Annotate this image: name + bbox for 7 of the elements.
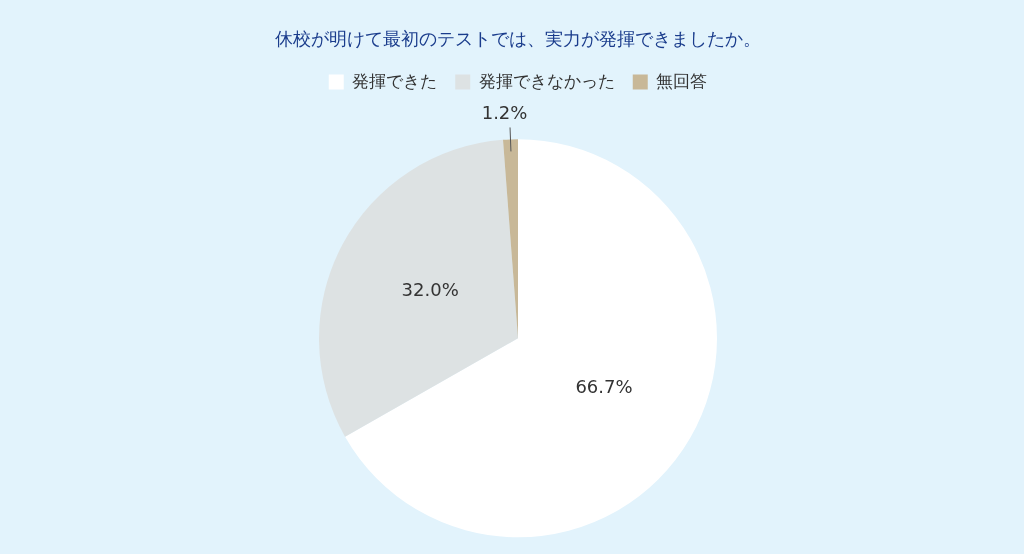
legend-label: 無回答 [656,70,708,91]
legend-label: 発揮できなかった [478,70,615,91]
chart-title: 休校が明けて最初のテストでは、実力が発揮できましたか。 [275,28,761,50]
legend-label: 発揮できた [352,70,438,91]
data-label: 1.2% [481,102,528,124]
data-label: 32.0% [401,279,459,301]
data-label: 66.7% [575,375,633,397]
